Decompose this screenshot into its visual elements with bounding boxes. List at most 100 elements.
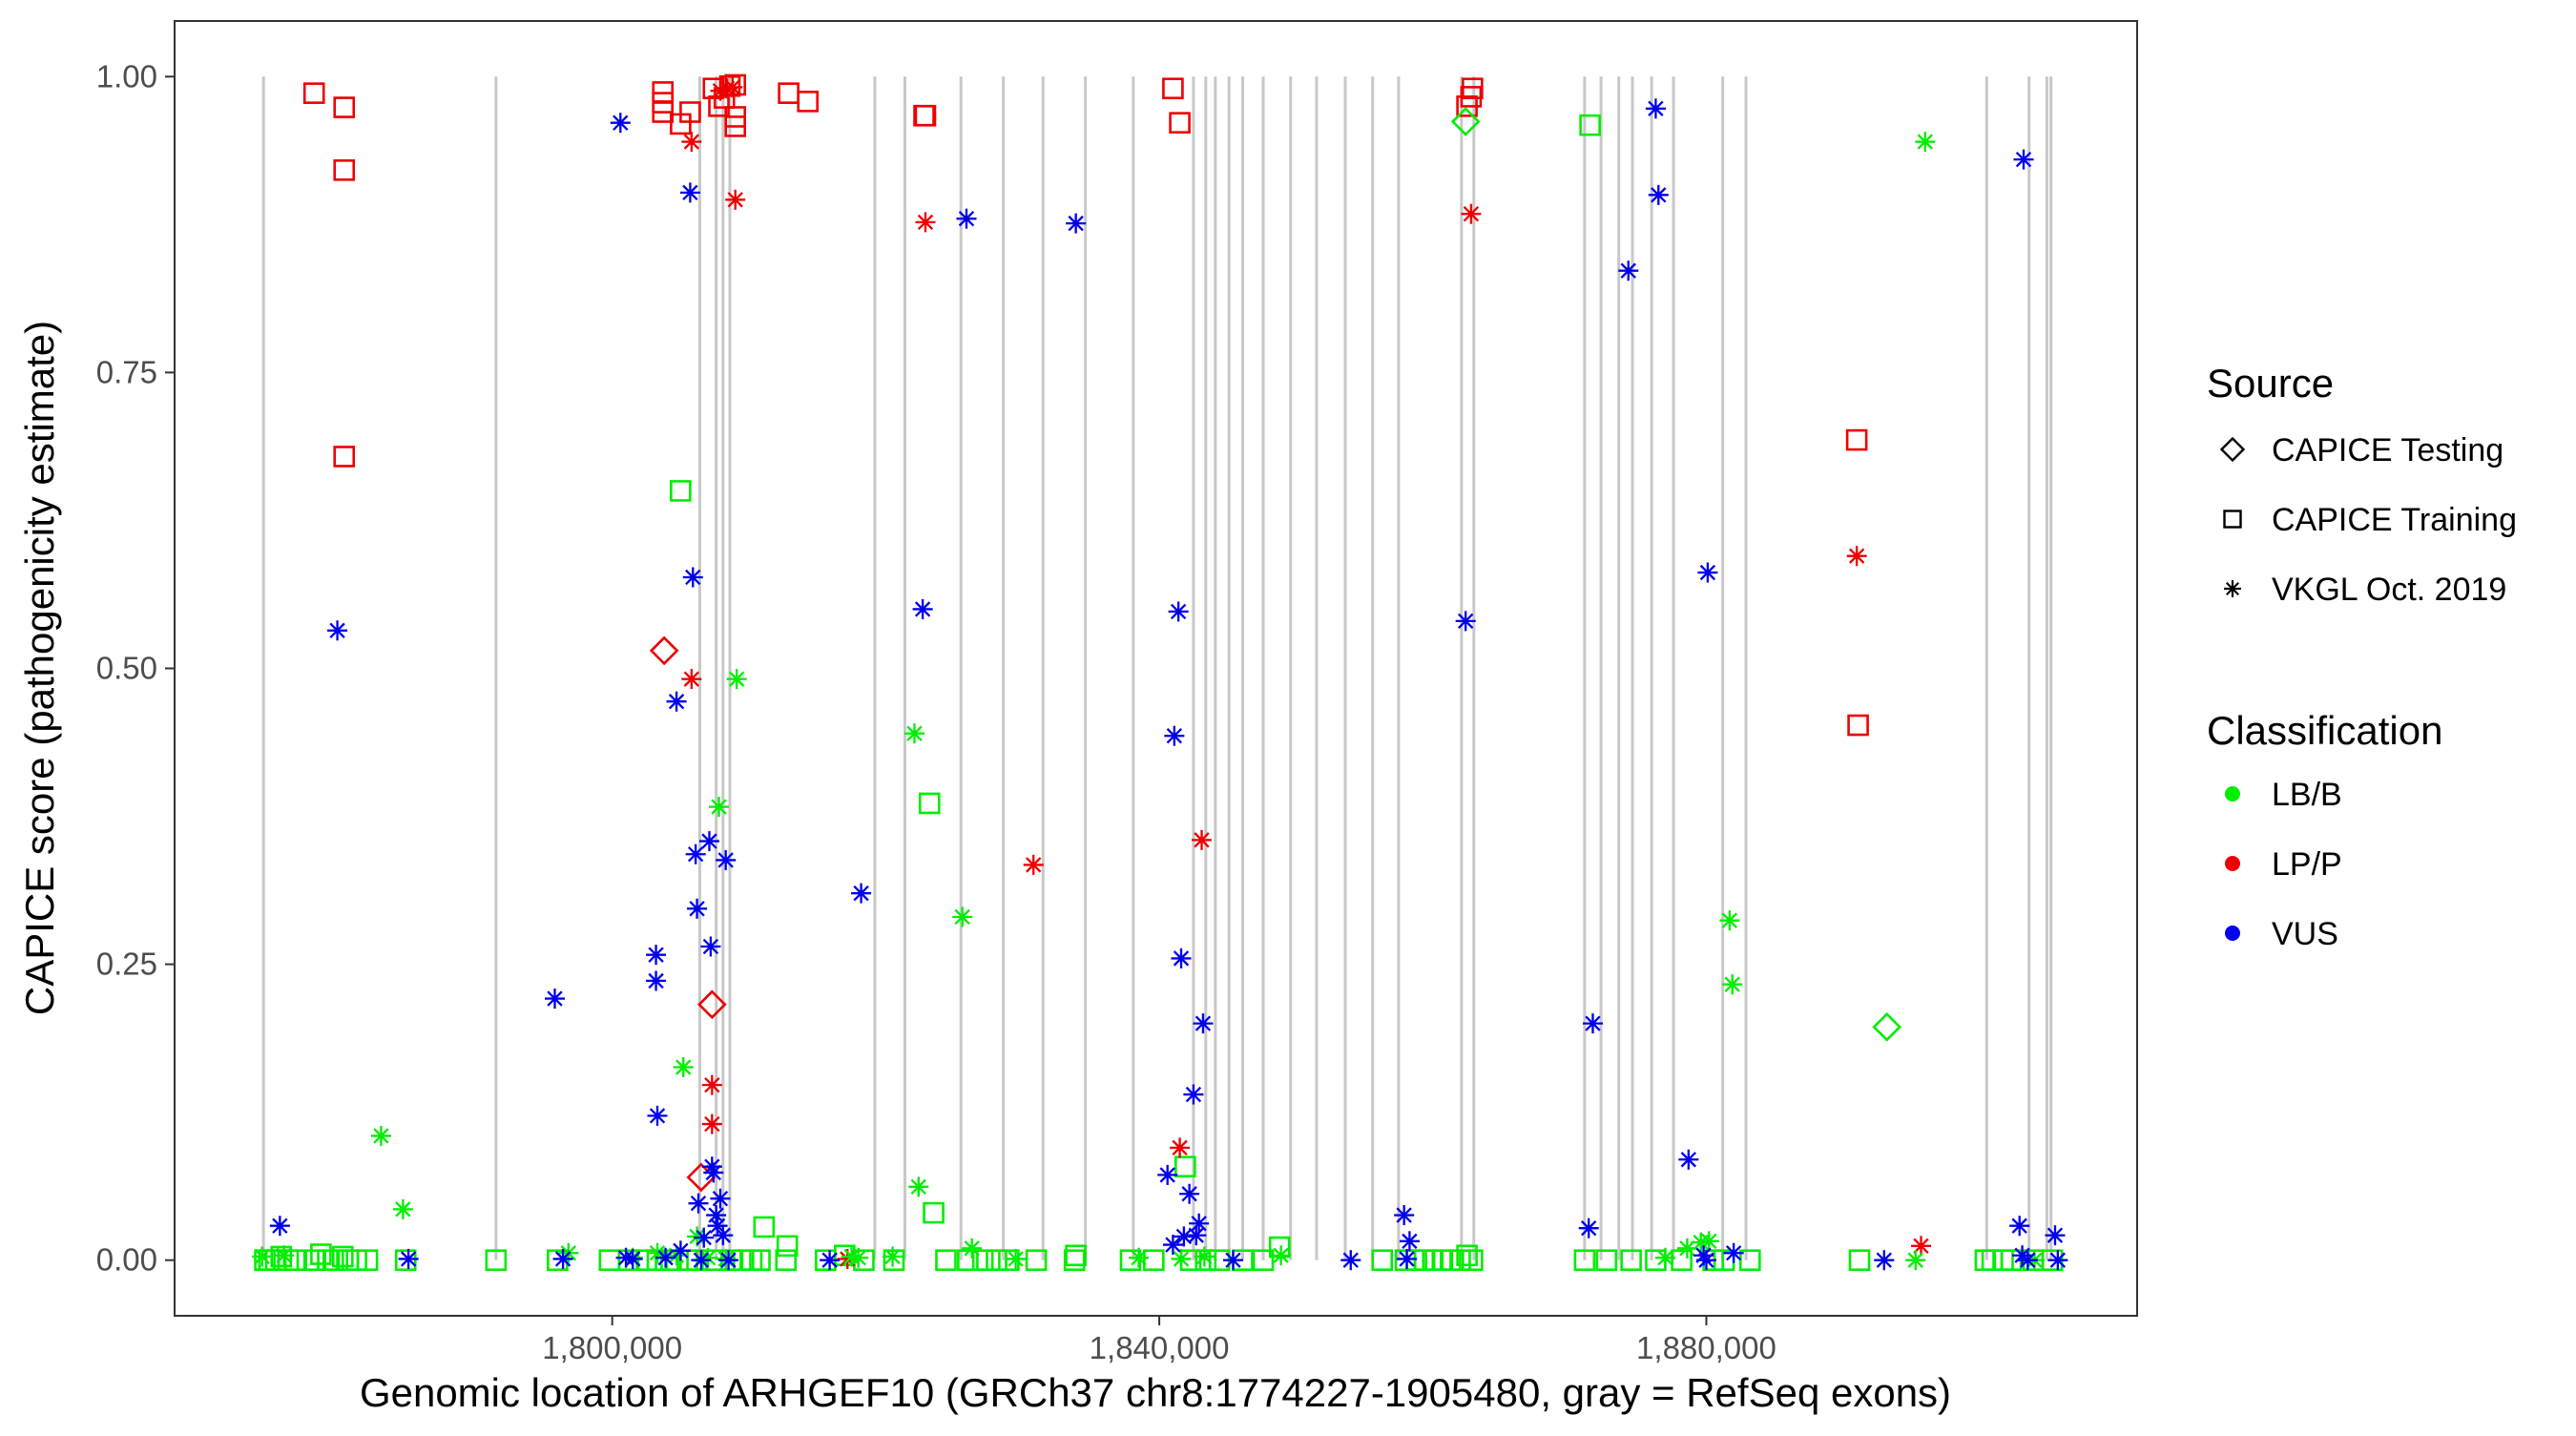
square-point [1462,1249,1484,1272]
asterisk-stroke [884,1248,901,1265]
asterisk-point [1578,1217,1599,1238]
legend-classification-label: LP/P [2272,846,2342,883]
square-point [1462,77,1484,100]
asterisk-stroke [668,694,685,710]
asterisk-point [688,1193,709,1214]
asterisk-point [1582,1013,1603,1034]
asterisk-stroke [709,1217,726,1234]
asterisk-stroke [704,1115,720,1133]
asterisk-stroke [675,1059,692,1075]
asterisk-stroke [906,725,923,741]
asterisk-point [1915,132,1936,153]
asterisk-stroke [724,79,741,95]
asterisk-point [681,669,702,690]
x-axis-title: Genomic location of ARHGEF10 (GRCh37 chr… [360,1370,1951,1415]
asterisk-point [1066,213,1087,234]
asterisk-stroke [649,1108,666,1124]
asterisk-stroke [254,1248,270,1265]
asterisk-stroke [682,184,698,201]
asterisk-point [700,936,721,957]
asterisk-point [710,1188,731,1209]
square-point [1845,428,1868,451]
asterisk-point [1695,1250,1716,1271]
square-point [679,101,701,123]
asterisk-point [722,76,743,97]
legend-color-dot [2225,786,2240,801]
asterisk-point [681,132,702,153]
asterisk-point [698,831,719,852]
asterisk-stroke [843,1248,860,1265]
asterisk-stroke [704,1158,720,1175]
asterisk-point [1171,1248,1192,1269]
square-point [283,1249,306,1272]
square-point [394,1249,417,1272]
asterisk-point [398,1248,419,1269]
square-point [1371,1249,1394,1272]
asterisk-point [682,567,703,588]
diamond-point [697,989,727,1020]
asterisk-stroke [727,192,743,208]
asterisk-stroke [657,1250,674,1266]
asterisk-point [646,945,667,966]
asterisk-point [2224,580,2241,597]
asterisk-stroke [1917,134,1933,150]
x-tick-label: 1,880,000 [1636,1330,1776,1365]
asterisk-stroke [1131,1250,1147,1266]
legend-classification-label: VUS [2272,916,2338,952]
square-point [1143,1249,1165,1272]
asterisk-point [2009,1216,2030,1237]
legend: Source CAPICE Testing CAPICE Training VKGL… [2207,361,2517,952]
asterisk-stroke [1721,912,1738,928]
asterisk-point [725,189,746,210]
asterisk-point [2017,1250,2038,1271]
asterisk-point [709,797,730,818]
asterisk-point [670,1240,691,1261]
series-diamond-lbb [1450,107,1902,1042]
asterisk-stroke [272,1217,288,1234]
legend-classification-item: LB/B [2225,777,2342,813]
square-point [356,1249,379,1272]
asterisk-stroke [1068,215,1084,232]
asterisk-stroke [1172,1139,1188,1156]
asterisk-stroke [917,214,934,231]
square-point [1174,1155,1196,1178]
legend-classification-label: LB/B [2272,777,2342,813]
square-point [775,1249,798,1272]
square-point [652,101,675,123]
asterisk-point [713,1225,734,1246]
asterisk-stroke [373,1128,389,1144]
legend-classification-item: VUS [2225,916,2338,952]
asterisk-point [706,1205,727,1226]
asterisk-stroke [1175,1228,1193,1245]
asterisk-point [1271,1245,1292,1266]
asterisk-point [673,1057,694,1078]
series-asterisk-vus [269,98,2068,1271]
asterisk-stroke [554,1251,571,1267]
asterisk-stroke [1876,1252,1892,1268]
asterisk-stroke [1196,1248,1213,1265]
asterisk-stroke [1725,1245,1742,1261]
asterisk-stroke [821,1252,838,1268]
asterisk-point [269,1216,290,1237]
asterisk-stroke [711,799,727,815]
square-point [883,1249,905,1272]
asterisk-stroke [717,852,734,868]
asterisk-stroke [613,114,629,131]
legend-classification-item: LP/P [2225,846,2342,883]
y-axis-title: CAPICE score (pathogenicity estimate) [17,321,62,1015]
asterisk-point [1645,98,1666,119]
square-point [1063,1249,1086,1272]
asterisk-point [701,1113,722,1134]
asterisk-point [703,1162,724,1183]
square-point [635,1249,657,1272]
asterisk-stroke [648,947,664,963]
square-point [1162,77,1184,100]
plot-panel-background [175,21,2137,1316]
asterisk-stroke [329,622,345,638]
asterisk-point [544,989,565,1009]
asterisk-stroke [2049,1252,2067,1268]
square-point [333,96,356,118]
asterisk-stroke [1166,728,1183,744]
asterisk-stroke [910,1178,926,1195]
square-point [304,1249,326,1272]
